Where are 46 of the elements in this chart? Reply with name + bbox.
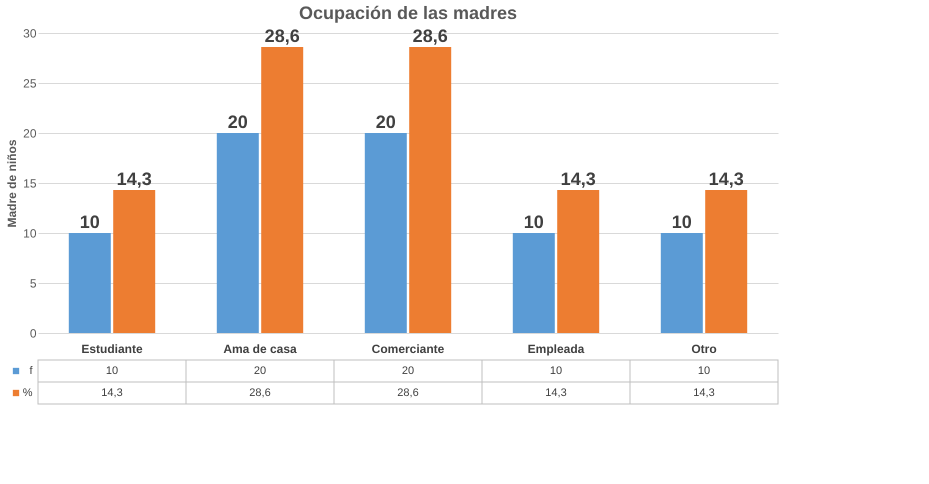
bar bbox=[216, 133, 259, 333]
text: 20 bbox=[228, 112, 248, 132]
data-label: 10 bbox=[106, 365, 118, 377]
bar bbox=[261, 47, 304, 333]
x-tick-label: Ama de casa bbox=[223, 342, 298, 356]
y-tick-label: 10 bbox=[23, 226, 37, 240]
y-tick-label: 0 bbox=[30, 326, 37, 340]
text: 14,3 bbox=[708, 169, 744, 189]
text: 28,6 bbox=[264, 26, 300, 46]
data-label: 14,3 bbox=[545, 387, 567, 399]
text: 10 bbox=[672, 212, 692, 232]
y-tick-label: 20 bbox=[23, 126, 37, 140]
bar bbox=[68, 233, 111, 333]
x-tick-label: Comerciante bbox=[372, 342, 445, 356]
data-label: 10 bbox=[698, 365, 710, 377]
bar bbox=[364, 133, 407, 333]
bar bbox=[113, 190, 156, 333]
text: 14,3 bbox=[116, 169, 152, 189]
y-axis-title: Madre de niños bbox=[5, 139, 20, 228]
text: 10 bbox=[524, 212, 544, 232]
bar bbox=[705, 190, 748, 333]
y-tick-label: 25 bbox=[23, 76, 37, 90]
bar bbox=[557, 190, 600, 333]
data-label: 10 bbox=[550, 365, 562, 377]
bar bbox=[409, 47, 452, 333]
data-label: 20 bbox=[254, 365, 266, 377]
data-label: 20 bbox=[402, 365, 414, 377]
legend-label: f bbox=[29, 365, 34, 377]
bar bbox=[512, 233, 555, 333]
x-tick-label: Estudiante bbox=[81, 342, 143, 356]
legend-label: % bbox=[22, 387, 33, 399]
data-label: 28,6 bbox=[397, 387, 419, 399]
data-label: 28,6 bbox=[249, 387, 271, 399]
x-tick-label: Empleada bbox=[528, 342, 585, 356]
x-tick-label: Otro bbox=[691, 342, 717, 356]
chart-title: Ocupación de las madres bbox=[298, 3, 518, 23]
text: 28,6 bbox=[412, 26, 448, 46]
text: 10 bbox=[80, 212, 100, 232]
y-tick-label: 5 bbox=[30, 276, 37, 290]
y-tick-label: 30 bbox=[23, 26, 37, 40]
y-tick-label: 15 bbox=[23, 176, 37, 190]
text: 20 bbox=[376, 112, 396, 132]
text: 14,3 bbox=[560, 169, 596, 189]
bar bbox=[660, 233, 703, 333]
data-label: 14,3 bbox=[101, 387, 123, 399]
data-label: 14,3 bbox=[693, 387, 715, 399]
